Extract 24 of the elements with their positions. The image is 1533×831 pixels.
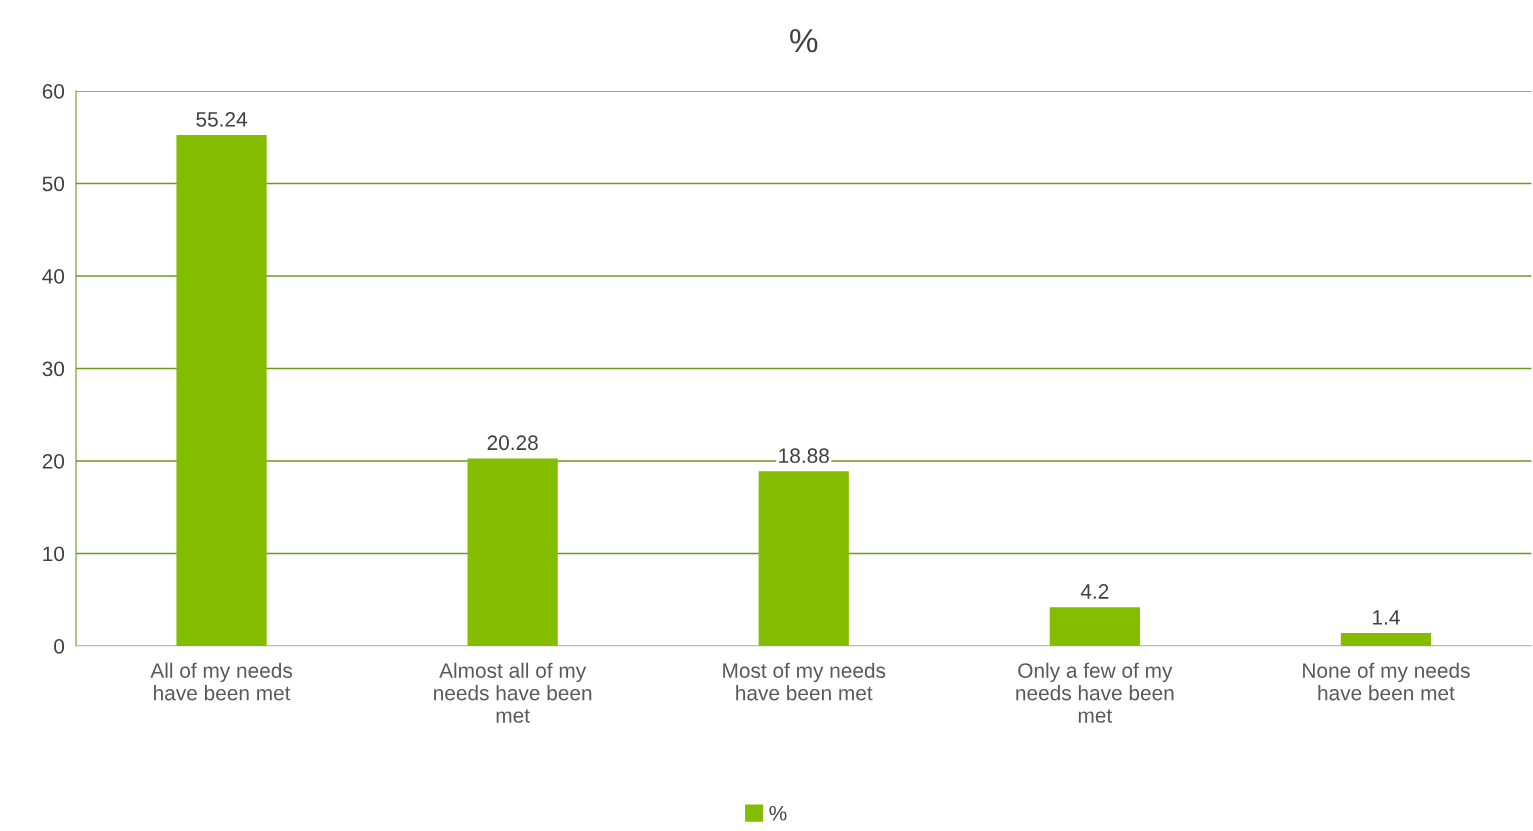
- bar: [758, 471, 849, 646]
- y-tick-label: 40: [42, 269, 65, 284]
- bar: [1340, 633, 1432, 646]
- x-tick-label: Only a few of my needs have been met: [1016, 662, 1174, 723]
- x-tick-label: None of my needs have been met: [1303, 662, 1470, 701]
- bar: [1049, 607, 1140, 646]
- y-tick-label: 10: [43, 546, 65, 562]
- legend-label: %: [769, 805, 787, 821]
- data-label: 1.4: [1373, 610, 1400, 625]
- data-label: 18.88: [779, 448, 829, 464]
- y-tick-label: 20: [42, 454, 65, 469]
- bar: [176, 135, 267, 646]
- bar: [467, 458, 558, 646]
- y-tick-label: 50: [42, 176, 65, 192]
- y-tick-label: 0: [54, 639, 65, 654]
- data-label: 55.24: [196, 111, 248, 127]
- x-tick-label: All of my needs have been met: [150, 662, 293, 701]
- y-tick-label: 60: [42, 84, 65, 99]
- x-tick-label: Almost all of my needs have been met: [434, 662, 592, 723]
- data-label: 4.2: [1080, 584, 1109, 599]
- data-label: 20.28: [487, 435, 538, 451]
- chart-title: %: [790, 28, 818, 53]
- y-tick-label: 30: [42, 361, 65, 377]
- x-tick-label: Most of my needs have been met: [723, 662, 886, 701]
